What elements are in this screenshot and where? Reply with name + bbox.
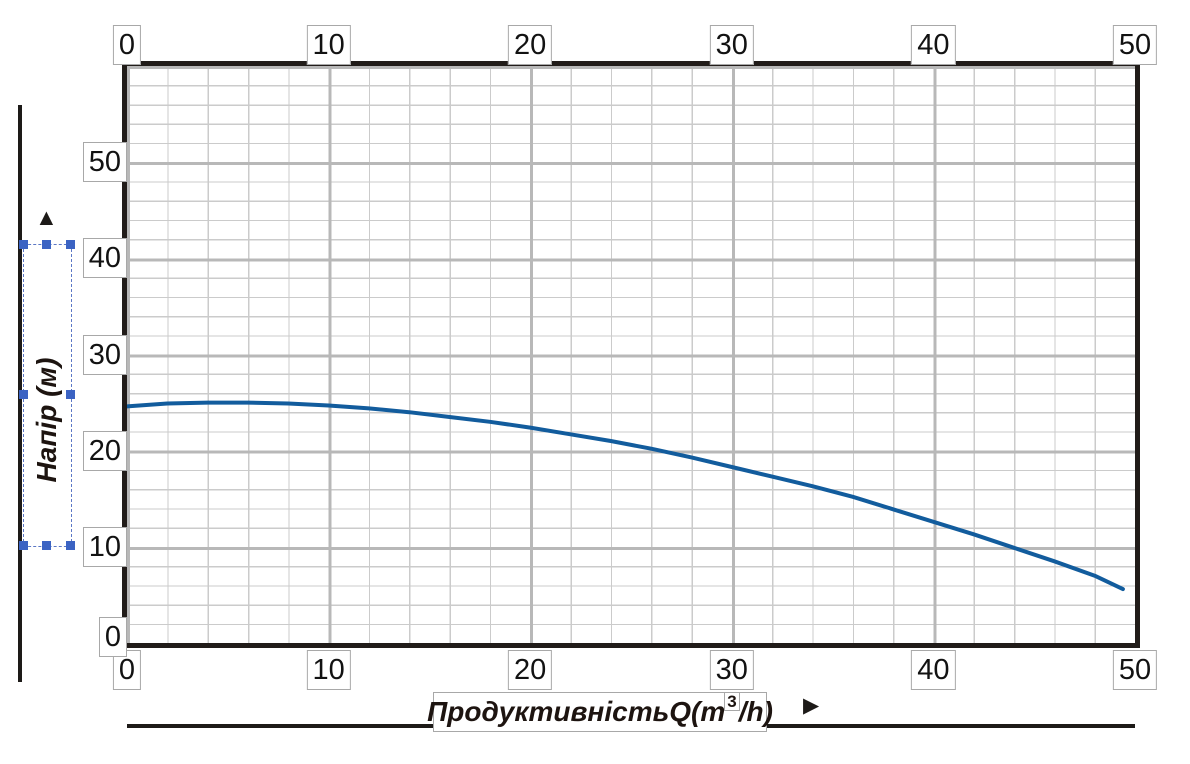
plot-grid[interactable] (127, 66, 1135, 643)
x-axis-title[interactable]: Продуктивність Q(m 3 /h) (427, 691, 773, 732)
x-tick-top-0: 0 (112, 25, 142, 65)
selection-handle[interactable] (42, 239, 51, 249)
x-tick-top-30: 30 (709, 25, 754, 65)
x-tick-top-50: 50 (1112, 25, 1158, 65)
x-tick-bottom-20: 20 (508, 650, 553, 690)
y-tick-30: 30 (82, 334, 127, 375)
x-axis-title-main: Продуктивність (427, 696, 670, 727)
selection-handle[interactable] (42, 540, 51, 550)
plot-frame (122, 61, 1140, 648)
x-tick-top-20: 20 (508, 25, 553, 65)
y-tick-10: 10 (82, 526, 127, 567)
y-tick-50: 50 (82, 142, 127, 183)
x-tick-bottom-30: 30 (709, 650, 754, 690)
y-tick-20: 20 (82, 430, 127, 471)
x-tick-top-40: 40 (911, 25, 956, 65)
selection-handle[interactable] (65, 239, 75, 249)
y-axis-arrow-up-icon: ▲ (35, 204, 58, 230)
y-tick-0: 0 (98, 617, 127, 657)
x-tick-bottom-40: 40 (911, 650, 956, 690)
x-tick-bottom-10: 10 (306, 650, 351, 690)
y-tick-40: 40 (82, 238, 127, 279)
pump-curve[interactable] (127, 66, 1135, 643)
x-axis-title-q: Q(m (669, 696, 726, 727)
x-axis-arrow-right-icon: ▶ (803, 694, 820, 717)
selection-handle[interactable] (18, 390, 28, 399)
selection-handle[interactable] (65, 390, 75, 399)
selection-handle[interactable] (18, 239, 28, 249)
selection-handle[interactable] (18, 540, 28, 550)
x-tick-bottom-50: 50 (1112, 650, 1158, 690)
x-axis-title-superscript: 3 (724, 691, 740, 711)
x-tick-top-10: 10 (306, 25, 351, 65)
selection-handle[interactable] (65, 540, 75, 550)
x-axis-title-tail: /h) (738, 696, 773, 727)
